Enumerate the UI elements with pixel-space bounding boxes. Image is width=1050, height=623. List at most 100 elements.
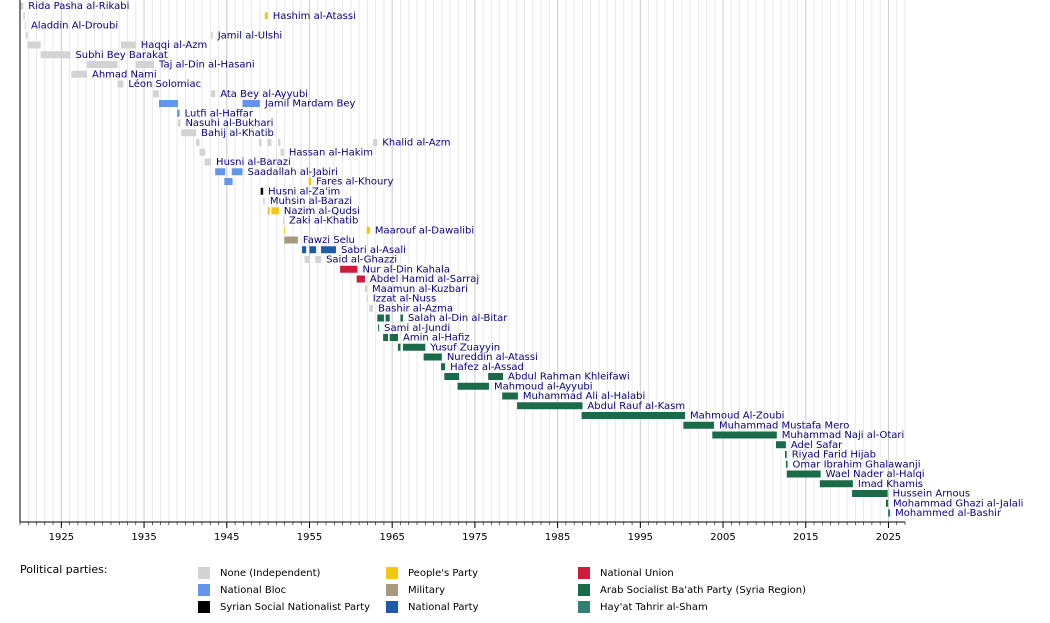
x-tick-label: 2015 bbox=[793, 532, 818, 543]
name-label[interactable]: Saadallah al-Jabiri bbox=[247, 167, 337, 178]
term-bar bbox=[457, 382, 489, 390]
name-label[interactable]: Husni al-Za'im bbox=[268, 186, 340, 197]
term-bar bbox=[181, 129, 197, 137]
name-label[interactable]: Jamil Mardam Bey bbox=[264, 99, 356, 110]
name-label[interactable]: Taj al-Din al-Hasani bbox=[158, 60, 255, 71]
term-bar bbox=[309, 246, 317, 254]
name-label[interactable]: Muhammad Mustafa Mero bbox=[719, 420, 849, 431]
name-label[interactable]: Mahmoud Al-Zoubi bbox=[690, 411, 784, 422]
name-label[interactable]: Hashim al-Atassi bbox=[273, 11, 356, 22]
name-label[interactable]: Ata Bey al-Ayyubi bbox=[220, 89, 308, 100]
name-label[interactable]: Abdul Rahman Khleifawi bbox=[508, 372, 630, 383]
legend-title: Political parties: bbox=[20, 563, 108, 576]
name-label[interactable]: Khalid al-Azm bbox=[382, 138, 450, 149]
term-bar bbox=[383, 334, 389, 341]
term-bar bbox=[120, 41, 136, 49]
term-bar bbox=[283, 217, 285, 224]
name-label[interactable]: Muhammad Ali al-Halabi bbox=[523, 391, 645, 402]
term-bar bbox=[364, 285, 367, 293]
x-tick-label: 2025 bbox=[876, 532, 901, 543]
term-bar bbox=[196, 139, 200, 146]
legend-swatch bbox=[386, 584, 398, 596]
name-label[interactable]: Zaki al-Khatib bbox=[289, 216, 358, 227]
term-bar bbox=[177, 109, 180, 117]
name-label[interactable]: Hussein Arnous bbox=[893, 489, 971, 500]
name-label[interactable]: Mohammad Ghazi al-Jalali bbox=[893, 498, 1023, 509]
legend-swatch bbox=[386, 567, 398, 579]
term-bar bbox=[423, 353, 442, 361]
term-bar bbox=[377, 314, 384, 322]
term-bar bbox=[712, 431, 777, 439]
name-label[interactable]: Aladdin Al-Droubi bbox=[31, 21, 118, 32]
term-bar bbox=[278, 139, 281, 146]
term-bar bbox=[378, 324, 380, 332]
name-label[interactable]: Léon Solomiac bbox=[128, 78, 201, 90]
term-bar bbox=[260, 187, 264, 195]
name-label[interactable]: Nureddin al-Atassi bbox=[447, 352, 538, 363]
name-label[interactable]: Bahij al-Khatib bbox=[201, 128, 274, 139]
term-bar bbox=[775, 441, 786, 449]
name-label[interactable]: Subhi Bey Barakat bbox=[75, 50, 167, 61]
name-label[interactable]: Fawzi Selu bbox=[303, 235, 355, 246]
term-bar bbox=[23, 12, 25, 20]
name-label[interactable]: Said al-Ghazzi bbox=[326, 255, 397, 266]
term-bar bbox=[271, 207, 279, 215]
legend-swatch bbox=[198, 567, 210, 579]
term-bar bbox=[215, 168, 226, 176]
term-bar bbox=[321, 246, 336, 254]
name-label[interactable]: Abdul Rauf al-Kasm bbox=[587, 401, 685, 412]
term-bar bbox=[308, 178, 312, 185]
name-label[interactable]: Lutfi al-Haffar bbox=[185, 108, 254, 119]
name-label[interactable]: Nur al-Din Kahala bbox=[362, 264, 450, 275]
legend-label: Military bbox=[408, 585, 445, 596]
term-bar bbox=[440, 363, 446, 371]
legend-label: National Union bbox=[600, 568, 674, 579]
name-label[interactable]: Hassan al-Hakim bbox=[289, 147, 373, 158]
name-label[interactable]: Husni al-Barazi bbox=[216, 157, 291, 168]
name-label[interactable]: Amin al-Hafiz bbox=[403, 333, 470, 344]
name-label[interactable]: Maamun al-Kuzbari bbox=[372, 284, 468, 295]
term-bar bbox=[231, 168, 243, 176]
name-label[interactable]: Ahmad Nami bbox=[92, 69, 157, 80]
x-tick-label: 1935 bbox=[131, 532, 156, 543]
term-bar bbox=[264, 12, 268, 20]
name-label[interactable]: Omar Ibrahim Ghalawanji bbox=[793, 459, 921, 470]
term-bar bbox=[224, 178, 233, 185]
term-bar bbox=[683, 421, 714, 429]
name-label[interactable]: Hafez al-Assad bbox=[450, 362, 524, 373]
x-tick-label: 1925 bbox=[49, 532, 74, 543]
name-label[interactable]: Haqqi al-Azm bbox=[141, 40, 207, 51]
name-label[interactable]: Nasuhi al-Bukhari bbox=[185, 118, 273, 129]
name-label[interactable]: Maarouf al-Dawalibi bbox=[375, 225, 474, 236]
name-label[interactable]: Bashir al-Azma bbox=[378, 303, 453, 314]
name-label[interactable]: Abdel Hamid al-Sarraj bbox=[370, 274, 479, 285]
name-label[interactable]: Salah al-Din al-Bitar bbox=[408, 313, 508, 324]
name-label[interactable]: Adel Safar bbox=[791, 440, 843, 451]
x-tick-label: 1955 bbox=[297, 532, 322, 543]
term-bar bbox=[117, 80, 124, 88]
term-bar bbox=[397, 343, 401, 351]
term-bar bbox=[304, 256, 310, 263]
name-label[interactable]: Mohammed al-Bashir bbox=[895, 508, 1002, 519]
name-label[interactable]: Sabri al-Asali bbox=[341, 245, 406, 256]
name-label[interactable]: Fares al-Khoury bbox=[316, 177, 393, 188]
name-label[interactable]: Muhsin al-Barazi bbox=[270, 196, 352, 207]
term-bar bbox=[135, 61, 154, 68]
x-tick-label: 1975 bbox=[462, 532, 487, 543]
name-label[interactable]: Sami al-Jundi bbox=[384, 323, 450, 334]
name-label[interactable]: Wael Nader al-Halqi bbox=[826, 469, 925, 480]
name-label[interactable]: Imad Khamis bbox=[858, 479, 923, 490]
axis: 1925 1935 1945 1955 1965 1975 1985 1995 2005 2015… bbox=[19, 0, 906, 543]
name-label[interactable]: Muhammad Naji al-Otari bbox=[782, 430, 905, 441]
name-label[interactable]: Nazim al-Qudsi bbox=[284, 206, 360, 217]
name-label[interactable]: Mahmoud al-Ayyubi bbox=[494, 381, 593, 392]
name-label[interactable]: Izzat al-Nuss bbox=[373, 294, 436, 305]
legend-label: Arab Socialist Ba'ath Party (Syria Regio… bbox=[600, 585, 806, 596]
term-bar bbox=[71, 70, 87, 78]
name-label[interactable]: Rida Pasha al-Rikabi bbox=[28, 1, 129, 12]
term-bar bbox=[280, 148, 284, 156]
term-bar bbox=[366, 226, 370, 234]
name-label[interactable]: Yusuf Zuayyin bbox=[429, 342, 500, 353]
name-label[interactable]: Jamil al-Ulshi bbox=[217, 30, 283, 41]
name-label[interactable]: Riyad Farid Hijab bbox=[792, 450, 876, 461]
